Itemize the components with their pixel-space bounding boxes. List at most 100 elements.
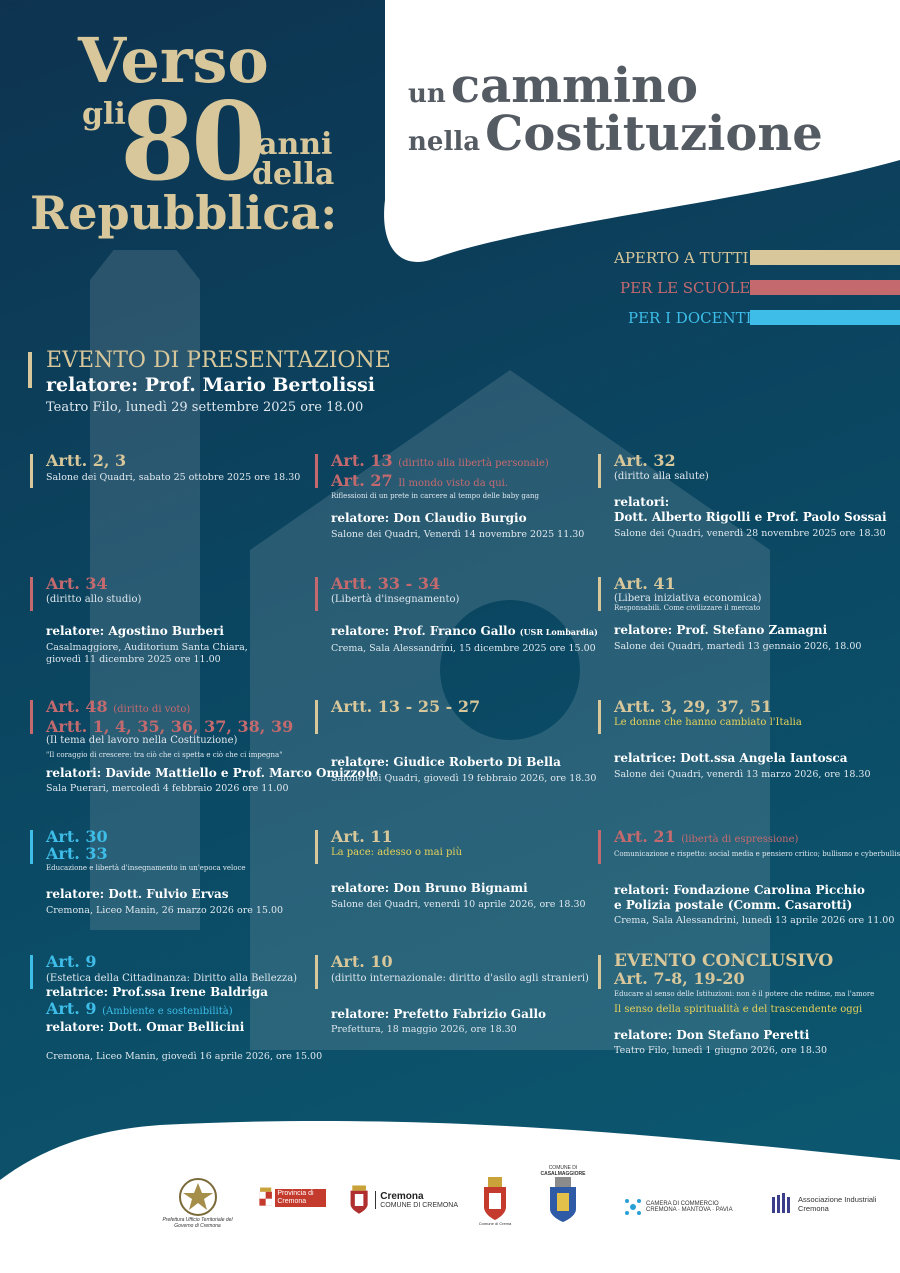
event-article-note: (diritto di voto)	[113, 704, 191, 715]
event-article: Artt. 2, 3	[46, 451, 127, 470]
logo-camera-commercio: CAMERA DI COMMERCIO CREMONA · MANTOVA · …	[624, 1192, 744, 1222]
event-article: Art. 27	[331, 471, 393, 490]
event-article-note: (diritto alla libertà personale)	[398, 458, 549, 469]
event-venue: Teatro Filo, lunedì 1 giugno 2026, ore 1…	[614, 1045, 828, 1056]
event-article-note: (libertà di espressione)	[681, 834, 799, 845]
event-subtitle: Responsabili. Come civilizzare il mercat…	[614, 604, 761, 612]
logo-casalmaggiore: COMUNE DI CASALMAGGIORE	[538, 1165, 588, 1240]
event-speaker: relatore: Don Claudio Burgio	[331, 511, 527, 525]
event-closing-title: EVENTO CONCLUSIVO	[614, 951, 834, 971]
event-speaker: Dott. Alberto Rigolli e Prof. Paolo Soss…	[614, 510, 887, 524]
event-article-note: Il mondo visto da qui.	[398, 478, 509, 489]
event-speaker: relatore: Prof. Stefano Zamagni	[614, 623, 828, 637]
event-venue-date: giovedì 11 dicembre 2025 ore 11.00	[46, 654, 221, 665]
event-article: Artt. 33 - 34	[331, 574, 441, 593]
event-venue: Salone dei Quadri, giovedì 19 febbraio 2…	[331, 773, 597, 784]
event-article: Art. 13	[331, 451, 393, 470]
event-speaker: relatori: Fondazione Carolina Picchio	[614, 883, 865, 897]
subtitle-costituzione: Costituzione	[485, 106, 823, 162]
event-article: Artt. 3, 29, 37, 51	[614, 697, 773, 716]
event-venue: Cremona, Liceo Manin, 26 marzo 2026 ore …	[46, 905, 284, 916]
event-venue: Crema, Sala Alessandrini, 15 dicembre 20…	[331, 643, 596, 654]
audience-label-schools: PER LE SCUOLE	[620, 279, 751, 297]
event-speaker: relatore: Prefetto Fabrizio Gallo	[331, 1007, 547, 1021]
network-icon	[625, 1199, 641, 1215]
casal-name-text: CASALMAGGIORE	[540, 1171, 586, 1177]
title-della: della	[252, 157, 335, 192]
event-description: Educazione e libertà d'insegnamento in u…	[46, 864, 246, 872]
event-venue: Salone dei Quadri, Venerdì 14 novembre 2…	[331, 529, 585, 540]
event-speaker-note: (USR Lombardia)	[519, 627, 598, 637]
logo-provincia: Provincia di Cremona	[258, 1180, 326, 1216]
title-repubblica: Repubblica:	[30, 186, 338, 240]
event-subtitle: Il senso della spiritualità e del trasce…	[614, 1004, 863, 1015]
emblem-icon	[178, 1178, 217, 1216]
event-venue: Casalmaggiore, Auditorium Santa Chiara,	[46, 642, 248, 653]
crest-icon	[550, 1177, 576, 1222]
event-article: Art. 7-8, 19-20	[614, 969, 745, 988]
cremona-subtitle: COMUNE DI CREMONA	[380, 1202, 458, 1209]
event-description: La pace: adesso o mai più	[331, 847, 463, 858]
casal-top-text: COMUNE DI	[548, 1165, 578, 1171]
event-article: Art. 34	[46, 574, 108, 593]
title-80: 80	[120, 79, 266, 205]
camera-line1: CAMERA DI COMMERCIO	[646, 1201, 719, 1207]
assoc-line1: Associazione Industriali	[798, 1195, 877, 1204]
event-speaker: relatori: Davide Mattiello e Prof. Marco…	[46, 766, 378, 780]
title-verso: Verso	[78, 24, 269, 97]
event-description: Le donne che hanno cambiato l'Italia	[614, 717, 802, 728]
event-article: Art. 48	[46, 697, 108, 716]
event-venue: Salone dei Quadri, venerdì 13 marzo 2026…	[614, 769, 871, 780]
audience-label-teachers: PER I DOCENTI	[628, 309, 752, 327]
logo-prefettura: Prefettura Ufficio Territoriale del Gove…	[160, 1168, 235, 1238]
event-description: (Il tema del lavoro nella Costituzione)	[46, 735, 238, 746]
event-venue: Salone dei Quadri, martedì 13 gennaio 20…	[614, 641, 862, 652]
event-description: (diritto internazionale: diritto d'asilo…	[331, 973, 589, 984]
crest-icon	[484, 1176, 506, 1220]
event-article: Art. 30	[46, 827, 108, 846]
event-speaker: relatore: Agostino Burberi	[46, 624, 224, 638]
event-article: Art. 33	[46, 844, 108, 863]
event-article: Artt. 13 - 25 - 27	[331, 697, 481, 716]
presentation-title: EVENTO DI PRESENTAZIONE	[46, 348, 391, 373]
event-article: Art. 9	[46, 952, 97, 971]
crema-text: Comune di Crema	[478, 1220, 512, 1226]
presentation-venue: Teatro Filo, lunedì 29 settembre 2025 or…	[46, 400, 364, 415]
logo-crema: Comune di Crema	[472, 1170, 518, 1232]
event-speaker: relatore: Giudice Roberto Di Bella	[331, 755, 561, 769]
event-article: Art. 41	[614, 574, 676, 593]
crest-icon	[350, 1185, 368, 1214]
event-article: Artt. 1, 4, 35, 36, 37, 38, 39	[46, 717, 294, 736]
camera-line2: CREMONA · MANTOVA · PAVIA	[646, 1207, 733, 1213]
event-speaker: relatrice: Dott.ssa Angela Iantosca	[614, 751, 848, 765]
event-speaker-label: relatori:	[614, 495, 670, 509]
event-speaker: relatrice: Prof.ssa Irene Baldriga	[46, 985, 269, 999]
event-speaker: relatore: Dott. Fulvio Ervas	[46, 887, 229, 901]
prefettura-text: Prefettura Ufficio Territoriale del Gove…	[162, 1217, 233, 1229]
event-description: Riflessioni di un prete in carcere al te…	[331, 492, 540, 500]
provincia-text: Provincia di Cremona	[275, 1189, 326, 1207]
subtitle-cammino: cammino	[450, 58, 698, 114]
assoc-line2: Cremona	[798, 1204, 829, 1213]
subtitle-nella: nella	[408, 127, 481, 157]
event-subtitle: "Il coraggio di crescere: tra ciò che ci…	[46, 751, 283, 759]
event-description: Comunicazione e rispetto: social media e…	[614, 850, 900, 858]
event-article: Art. 11	[331, 827, 393, 846]
event-venue: Prefettura, 18 maggio 2026, ore 18.30	[331, 1024, 517, 1035]
event-speaker: relatore: Don Bruno Bignami	[331, 881, 528, 895]
event-speaker: relatore: Don Stefano Peretti	[614, 1028, 810, 1042]
title-gli: gli	[82, 97, 126, 132]
event-article: Art. 9	[46, 999, 97, 1018]
event-description: (diritto alla salute)	[614, 471, 709, 482]
title-anni: anni	[258, 127, 333, 162]
audience-bar-teachers	[750, 310, 900, 325]
event-article-note: (Ambiente e sostenibilità)	[102, 1006, 233, 1017]
industry-icon	[772, 1193, 790, 1213]
logo-associazione-industriali: Associazione Industriali Cremona	[770, 1186, 890, 1222]
event-venue: Cremona, Liceo Manin, giovedì 16 aprile …	[46, 1051, 323, 1062]
event-article: Art. 32	[614, 451, 676, 470]
event-venue: Salone dei Quadri, sabato 25 ottobre 202…	[46, 472, 301, 483]
event-description: (diritto allo studio)	[46, 594, 142, 605]
cremona-title: Cremona	[380, 1191, 424, 1202]
event-venue: Crema, Sala Alessandrini, lunedì 13 apri…	[614, 915, 895, 926]
